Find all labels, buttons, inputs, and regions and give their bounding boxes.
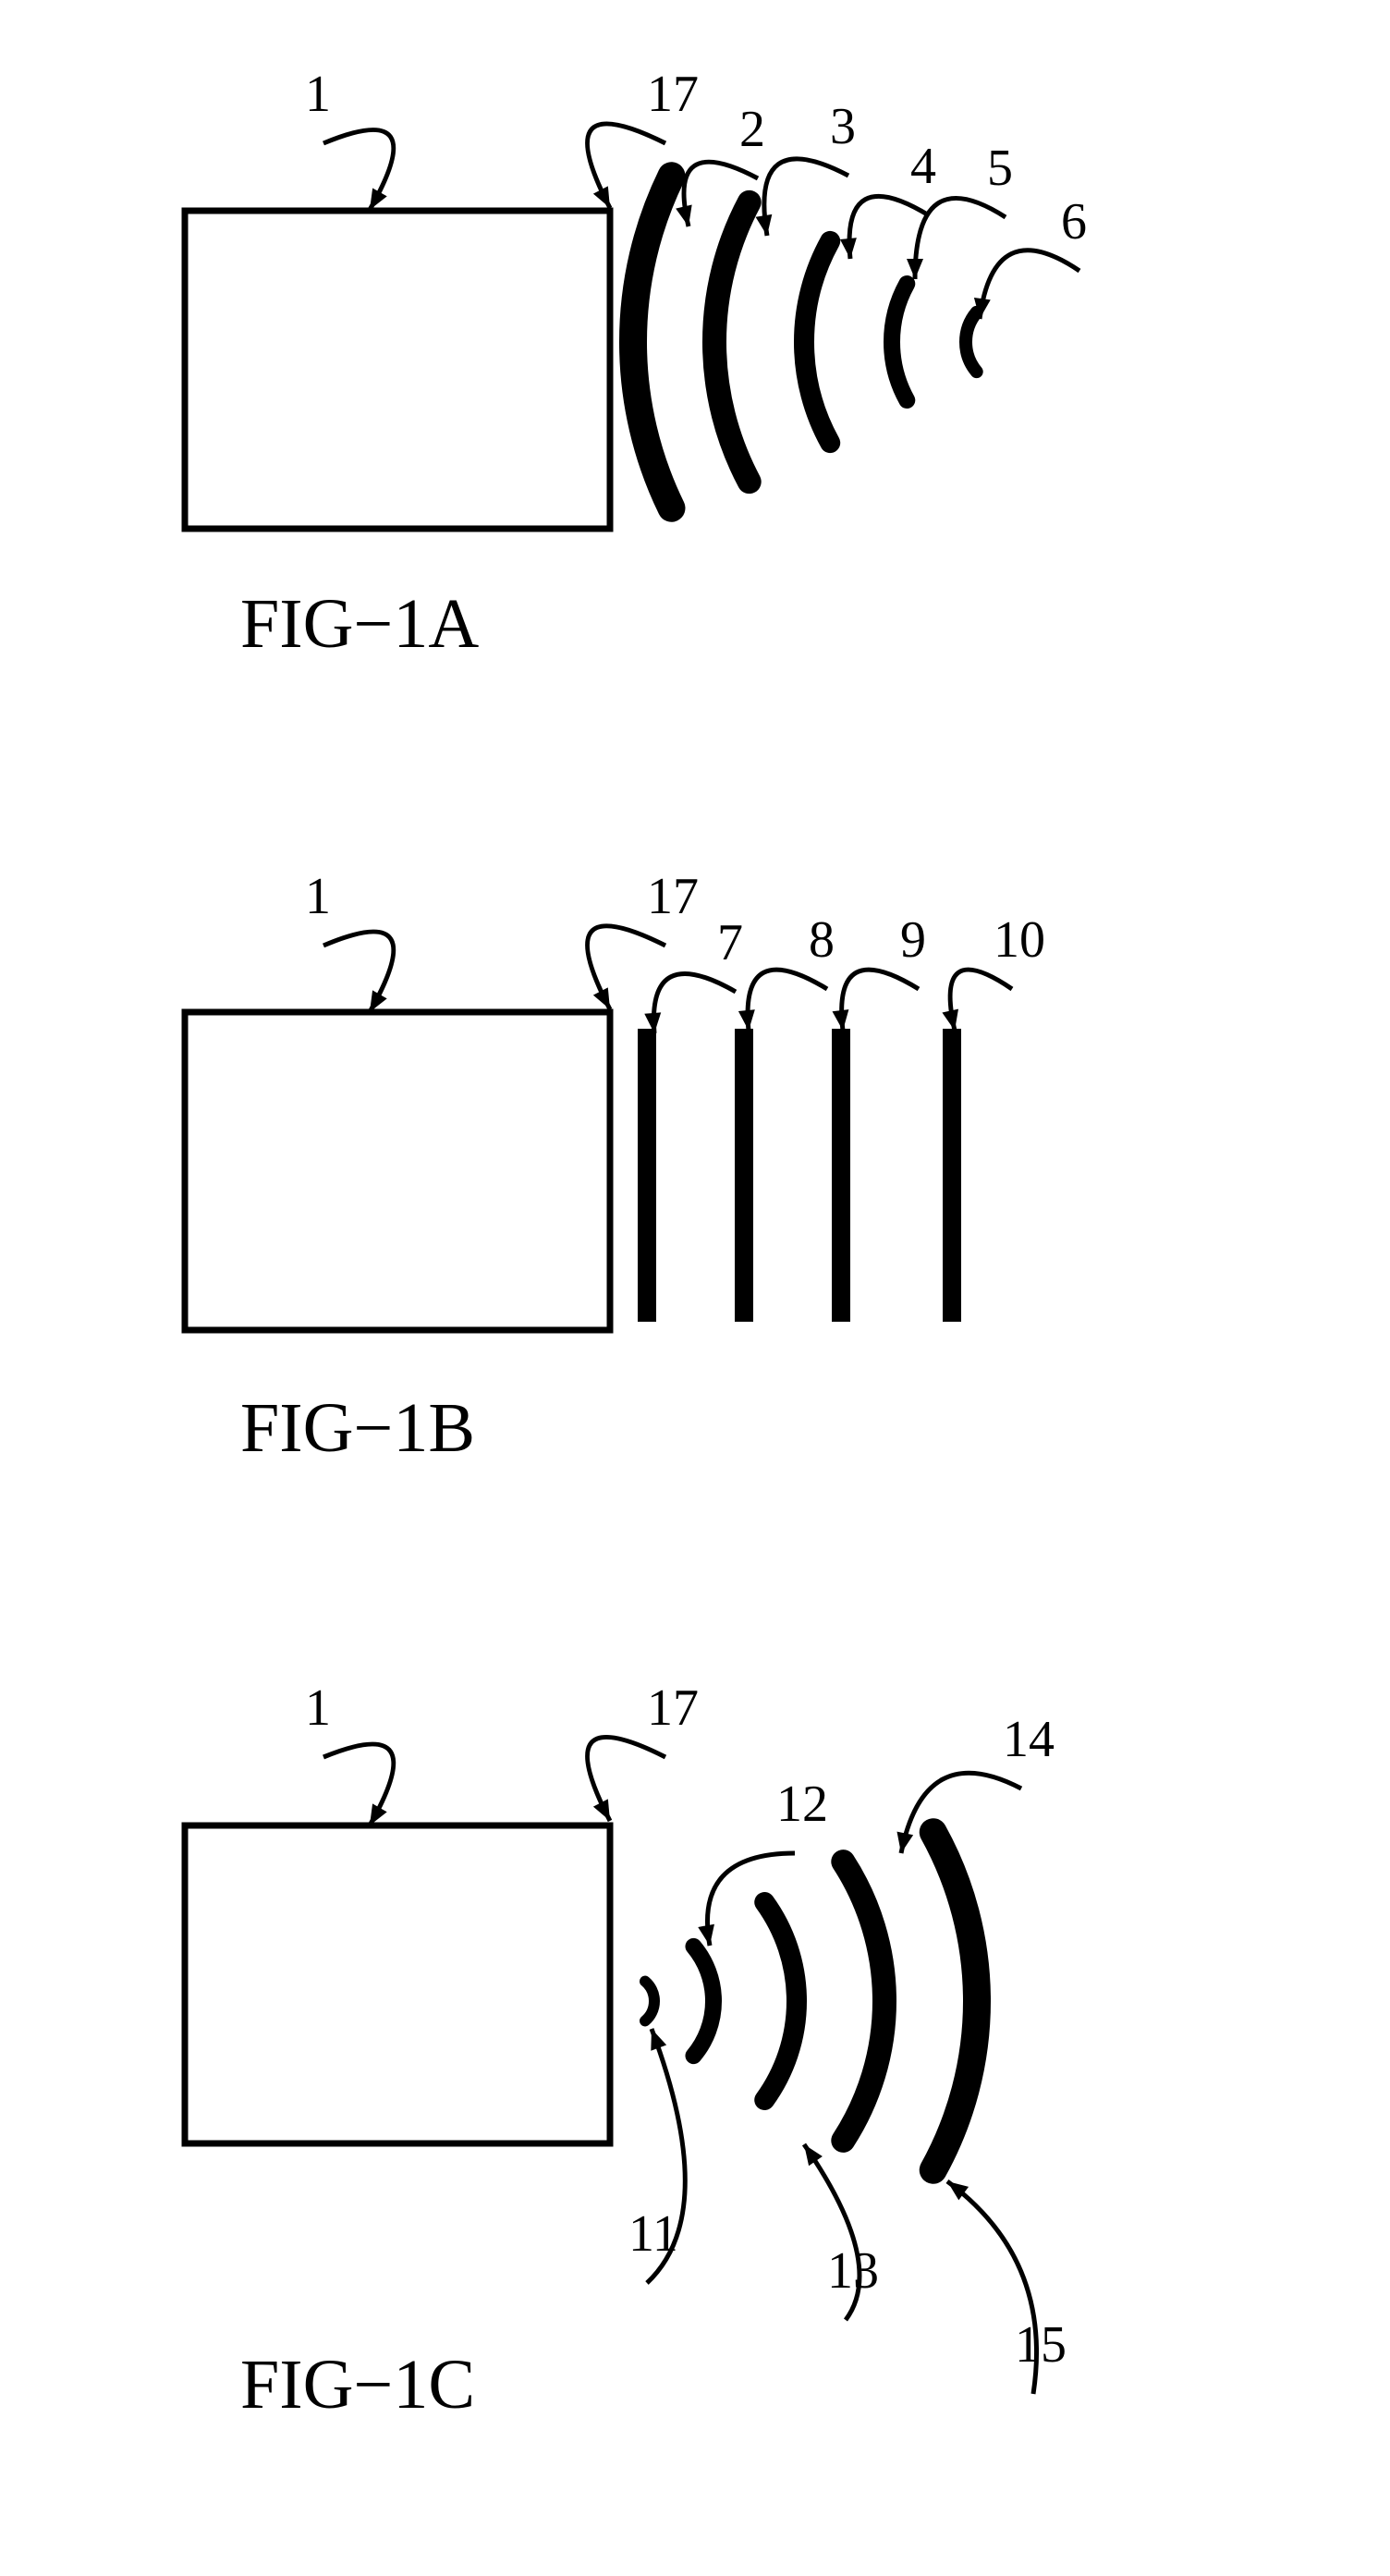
wave-arc: [892, 284, 907, 400]
reference-label: 17: [647, 66, 699, 123]
wave-arc: [843, 1862, 884, 2141]
reference-label: 14: [1003, 1711, 1055, 1768]
reference-label: 11: [628, 2205, 678, 2263]
reference-label: 17: [647, 868, 699, 925]
wave-arc: [693, 1947, 713, 2056]
reference-label: 3: [830, 98, 856, 155]
reference-label: 5: [987, 140, 1013, 197]
reference-label: 1: [305, 1679, 331, 1737]
wave-arc: [764, 1902, 797, 2100]
device-box: [185, 211, 610, 529]
reference-label: 9: [900, 911, 926, 969]
wave-arc: [714, 202, 750, 482]
figure-label: FIG−1B: [240, 1389, 475, 1467]
reference-label: 17: [647, 1679, 699, 1737]
device-box: [185, 1012, 610, 1330]
reference-label: 15: [1015, 2316, 1067, 2374]
figure-label: FIG−1C: [240, 2346, 475, 2423]
figure-label: FIG−1A: [240, 585, 479, 663]
reference-label: 4: [910, 138, 936, 195]
device-box: [185, 1825, 610, 2143]
wave-arc: [633, 176, 671, 507]
reference-label: 12: [776, 1776, 828, 1833]
wave-arc: [804, 241, 830, 443]
reference-label: 13: [827, 2242, 879, 2300]
reference-label: 1: [305, 66, 331, 123]
reference-label: 1: [305, 868, 331, 925]
reference-label: 10: [994, 911, 1045, 969]
wave-arc: [645, 1982, 654, 2021]
wave-arc: [933, 1832, 977, 2170]
diagram-canvas: 1 17 2 3456 FIG−1A 1 17 7 8 9 10 FIG−1B 1 17 12 14 11 13 1…: [0, 0, 1390, 2576]
reference-label: 6: [1061, 193, 1087, 250]
reference-label: 8: [809, 911, 835, 969]
reference-label: 2: [739, 101, 765, 158]
reference-label: 7: [717, 914, 743, 971]
wave-arc: [966, 312, 977, 372]
